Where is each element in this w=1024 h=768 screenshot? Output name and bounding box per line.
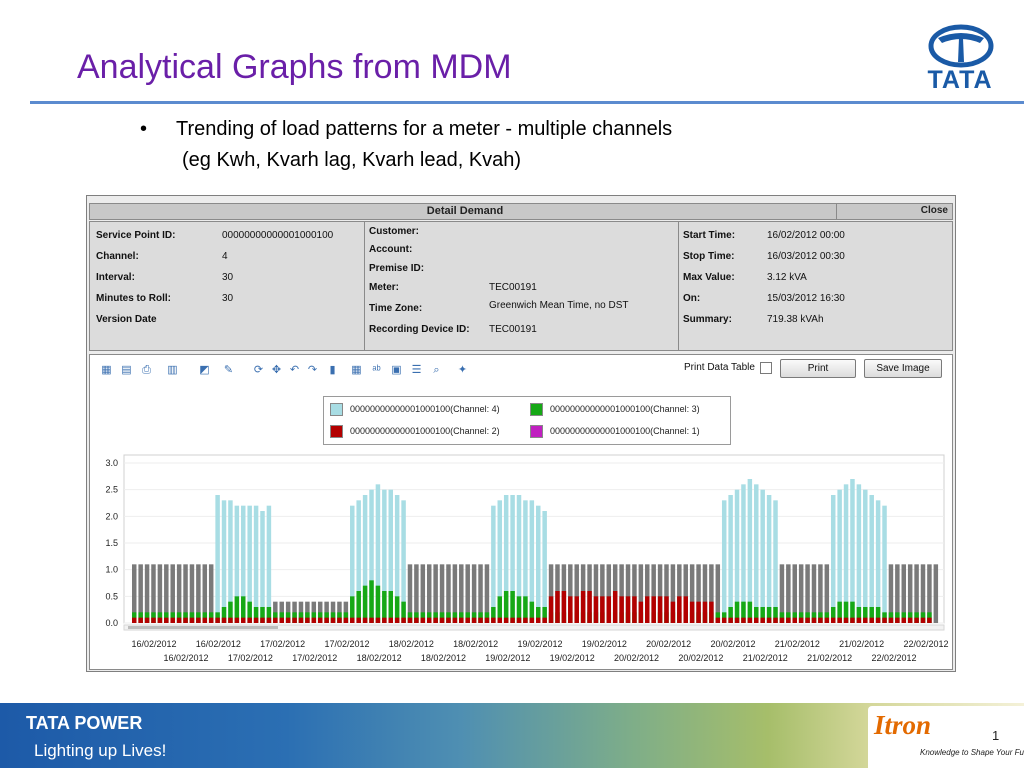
close-button[interactable]: Close — [836, 203, 952, 220]
detail-demand-window: Detail Demand Close Service Point ID: 00… — [86, 195, 956, 672]
print-data-table-checkbox[interactable] — [760, 362, 772, 374]
info-value: 15/03/2012 16:30 — [767, 293, 845, 304]
rotate-right-icon[interactable]: ↷ — [307, 364, 318, 376]
legend-icon[interactable]: ☰ — [411, 364, 422, 376]
info-value: 16/02/2012 00:00 — [767, 230, 845, 241]
legend-swatch — [330, 425, 343, 438]
bullet-text-2: (eg Kwh, Kvarh lag, Kvarh lead, Kvah) — [182, 149, 522, 171]
bullet-symbol: • — [140, 118, 148, 140]
grid-icon[interactable]: ▦ — [351, 364, 362, 376]
slide-title: Analytical Graphs from MDM — [77, 48, 512, 86]
itron-tagline: Knowledge to Shape Your Future — [920, 748, 1024, 757]
printer-icon[interactable]: ⎙ — [142, 364, 151, 376]
zoom-icon[interactable]: ⌕ — [433, 364, 440, 376]
legend-item: 00000000000001000100(Channel: 2) — [330, 425, 500, 438]
info-row: Account: — [369, 244, 413, 255]
window-titlebar: Detail Demand Close — [89, 203, 953, 220]
footer-band — [0, 703, 1024, 768]
legend-swatch — [330, 403, 343, 416]
info-col-3: Start Time: 16/02/2012 00:00 Stop Time: … — [678, 222, 952, 350]
info-row: Time Zone: — [369, 303, 423, 314]
info-col-2: Customer: Account: Premise ID: Meter: TE… — [364, 222, 678, 350]
page-icon[interactable]: ▤ — [121, 364, 132, 376]
footer-tagline: Lighting up Lives! — [34, 741, 167, 760]
tata-logo-icon — [928, 24, 994, 68]
info-value: Greenwich Mean Time, no DST — [489, 300, 629, 311]
info-value: 30 — [222, 272, 234, 283]
chart-legend: 00000000000001000100(Channel: 4) 0000000… — [323, 396, 731, 445]
info-value: TEC00191 — [489, 282, 537, 293]
info-row: Service Point ID: — [96, 230, 176, 241]
info-row: Channel: — [96, 251, 139, 262]
footer-brand: TATA POWER — [26, 713, 143, 733]
print-button[interactable]: Print — [780, 359, 856, 378]
save-image-button[interactable]: Save Image — [864, 359, 942, 378]
info-row: Start Time: — [683, 230, 736, 241]
title-rule — [30, 101, 1024, 104]
window-title: Detail Demand — [426, 205, 504, 217]
bullet-text-1: Trending of load patterns for a meter - … — [176, 118, 673, 140]
info-value: TEC00191 — [489, 324, 537, 335]
tata-logo-word: TATA — [927, 66, 993, 94]
print-data-table-label: Print Data Table — [684, 362, 755, 373]
info-value: 30 — [222, 293, 234, 304]
copy-icon[interactable]: ▦ — [101, 364, 112, 376]
info-value: 719.38 kVAh — [767, 314, 824, 325]
move-icon[interactable]: ✥ — [271, 364, 282, 376]
abc-icon[interactable]: ᵃᵇ — [372, 364, 381, 376]
info-row: Max Value: — [683, 272, 735, 283]
itron-logo-panel — [868, 706, 1024, 768]
legend-item: 00000000000001000100(Channel: 4) — [330, 403, 500, 416]
tools-icon[interactable]: ✦ — [457, 364, 468, 376]
info-panel: Service Point ID: 00000000000001000100 C… — [89, 221, 953, 351]
info-row: On: — [683, 293, 701, 304]
info-row: Minutes to Roll: — [96, 293, 171, 304]
legend-item: 00000000000001000100(Channel: 1) — [530, 425, 700, 438]
info-value: 00000000000001000100 — [222, 230, 334, 241]
info-col-1: Service Point ID: 00000000000001000100 C… — [90, 222, 364, 350]
bullet-line-1: • Trending of load patterns for a meter -… — [140, 118, 672, 141]
chart-type-icon[interactable]: ▥ — [167, 364, 178, 376]
legend-item: 00000000000001000100(Channel: 3) — [530, 403, 700, 416]
depth-icon[interactable]: ▮ — [329, 364, 336, 376]
palette-icon[interactable]: ◩ — [199, 364, 210, 376]
info-row: Premise ID: — [369, 263, 425, 274]
brush-icon[interactable]: ✎ — [223, 364, 234, 376]
info-row: Interval: — [96, 272, 135, 283]
info-row: Version Date — [96, 314, 157, 325]
info-value: 4 — [222, 251, 228, 262]
info-value: 3.12 kVA — [767, 272, 807, 283]
legend-swatch — [530, 425, 543, 438]
info-row: Stop Time: — [683, 251, 735, 262]
rotate-3d-icon[interactable]: ⟳ — [253, 364, 264, 376]
page-number: 1 — [992, 728, 1000, 743]
info-value: 16/03/2012 00:30 — [767, 251, 845, 262]
legend-swatch — [530, 403, 543, 416]
itron-logo: Itron — [874, 710, 932, 740]
info-row: Summary: — [683, 314, 732, 325]
data-table-icon[interactable]: ▣ — [391, 364, 402, 376]
chart-area: ▦ ▤ ⎙ ▥ ◩ ✎ ⟳ ✥ ↶ ↷ ▮ ▦ ᵃᵇ ▣ ☰ ⌕ ✦ Print… — [89, 354, 953, 670]
info-row: Meter: — [369, 282, 400, 293]
info-row: Customer: — [369, 226, 420, 237]
info-row: Recording Device ID: — [369, 324, 470, 335]
rotate-left-icon[interactable]: ↶ — [289, 364, 300, 376]
